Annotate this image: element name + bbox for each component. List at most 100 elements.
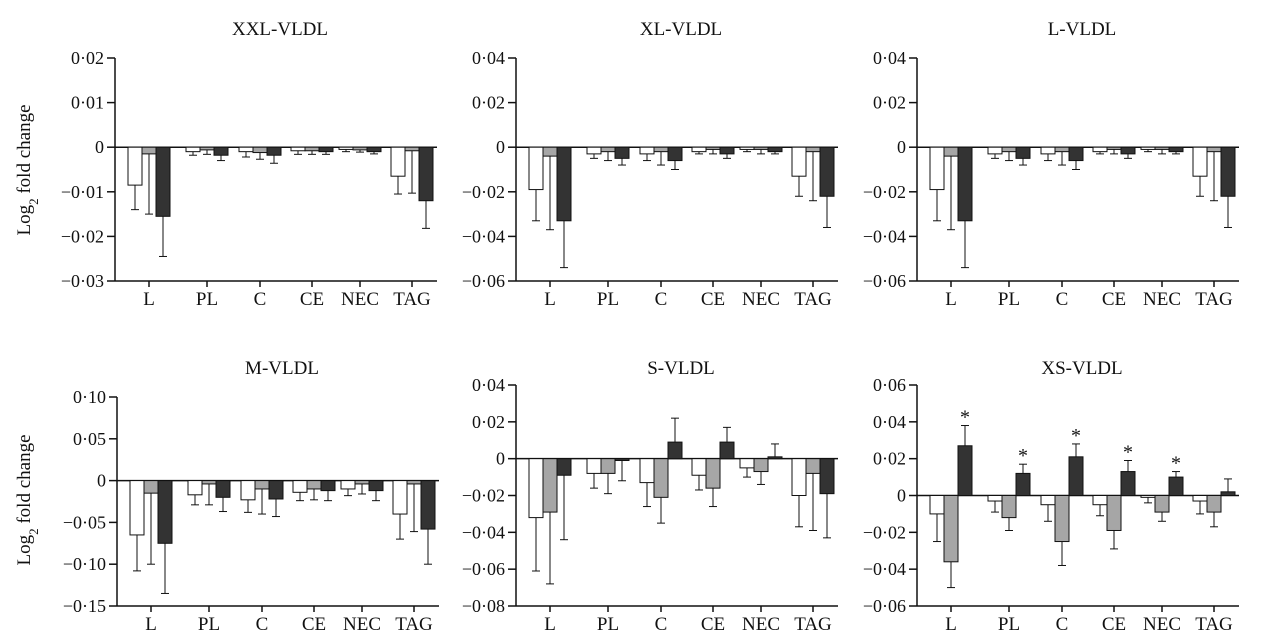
y-tick-label: 0 (897, 137, 906, 157)
bar (1001, 495, 1017, 519)
bar (240, 480, 256, 501)
significance-star: * (1171, 453, 1181, 475)
x-tick-label: L (544, 289, 556, 310)
x-tick-label: NEC (1143, 614, 1181, 635)
bar (352, 146, 368, 151)
y-tick-label: −0·06 (863, 596, 906, 616)
bar (653, 146, 669, 153)
bar (805, 458, 821, 474)
y-tick-label: 0·04 (873, 412, 906, 432)
y-tick-label: 0·02 (472, 412, 505, 432)
bar (819, 458, 835, 495)
bar (187, 480, 203, 496)
bar (528, 458, 544, 519)
y-tick-label: 0·06 (873, 375, 906, 395)
bar (1092, 495, 1108, 506)
significance-star: * (1071, 425, 1081, 447)
x-tick-label: CE (1102, 614, 1126, 635)
x-tick-label: CE (701, 614, 725, 635)
x-tick-label: CE (300, 289, 324, 310)
bar (252, 146, 268, 154)
bar (1168, 146, 1184, 153)
bar (1106, 495, 1122, 531)
bar (600, 458, 616, 474)
chart-title: XS-VLDL (1041, 358, 1122, 379)
bar (639, 458, 655, 484)
y-tick-label: 0 (95, 137, 104, 157)
y-tick-label: 0·04 (472, 48, 505, 68)
y-tick-label: −0·03 (61, 271, 104, 291)
x-tick-label: C (655, 614, 668, 635)
y-tick-label: −0·04 (462, 522, 505, 542)
bar (653, 458, 669, 498)
x-tick-label: TAG (794, 614, 832, 635)
y-tick-label: 0·01 (71, 93, 104, 113)
x-tick-label: TAG (393, 289, 431, 310)
y-tick-label: 0 (97, 471, 106, 491)
chart-panel-3: L-VLDL 0·04 0·02 0 −0·02 −0·04 −0·06 L PL C CE NEC T… (863, 19, 1239, 310)
bar (213, 146, 229, 156)
y-tick-label: −0·02 (61, 226, 104, 246)
significance-star: * (1123, 442, 1133, 464)
bar (556, 458, 572, 476)
bar (1192, 146, 1208, 177)
bar (157, 480, 173, 544)
chart-panel-5: S-VLDL 0·04 0·02 0 −0·02 −0·04 −0·06 −0·08 L PL C C… (462, 358, 838, 635)
bar (129, 480, 145, 536)
chart-panel-4: M-VLDL 0·10 0·05 0 −0·05 −0·10 −0·15 L PL C CE NEC T… (63, 358, 439, 635)
bar (1015, 472, 1031, 496)
bar (705, 146, 721, 150)
y-tick-label: −0·02 (863, 182, 906, 202)
bar (404, 146, 420, 152)
y-tick-label: 0·02 (71, 48, 104, 68)
bar (614, 146, 630, 159)
bar (141, 146, 157, 155)
y-axis-title-1: Log2 fold change (14, 104, 41, 235)
bar (155, 146, 171, 217)
bar (667, 441, 683, 460)
bar (1092, 146, 1108, 153)
x-tick-label: PL (998, 289, 1020, 310)
x-tick-label: NEC (742, 289, 780, 310)
bar (1220, 146, 1236, 197)
bar (1140, 495, 1156, 498)
y-tick-label: 0·05 (73, 429, 106, 449)
x-tick-label: C (655, 289, 668, 310)
bar (1206, 495, 1222, 513)
x-tick-label: TAG (794, 289, 832, 310)
bar (354, 480, 370, 485)
x-tick-label: NEC (1143, 289, 1181, 310)
bar (1120, 471, 1136, 496)
y-tick-label: −0·01 (61, 182, 104, 202)
bar (667, 146, 683, 162)
bar (306, 480, 322, 490)
x-tick-label: L (544, 614, 556, 635)
bar (304, 146, 320, 152)
x-tick-label: NEC (341, 289, 379, 310)
bar (943, 495, 959, 563)
bar (1220, 491, 1236, 497)
y-tick-label: −0·06 (863, 271, 906, 291)
bar (1140, 146, 1156, 150)
bar (418, 146, 434, 202)
x-tick-label: TAG (1195, 289, 1233, 310)
y-tick-label: 0·04 (873, 48, 906, 68)
bar (1040, 146, 1056, 155)
bar (201, 480, 217, 485)
bar (791, 146, 807, 177)
bar (614, 458, 630, 462)
y-tick-label: 0 (496, 137, 505, 157)
bar (691, 458, 707, 476)
bar (366, 146, 382, 153)
x-tick-label: L (945, 614, 957, 635)
y-tick-label: 0 (897, 486, 906, 506)
y-tick-label: −0·02 (462, 182, 505, 202)
y-tick-label: −0·02 (462, 486, 505, 506)
bar (719, 441, 735, 460)
bar (1106, 146, 1122, 150)
bar (1068, 456, 1084, 497)
bar (1054, 146, 1070, 153)
bar (390, 146, 406, 177)
y-tick-label: −0·05 (63, 512, 106, 532)
